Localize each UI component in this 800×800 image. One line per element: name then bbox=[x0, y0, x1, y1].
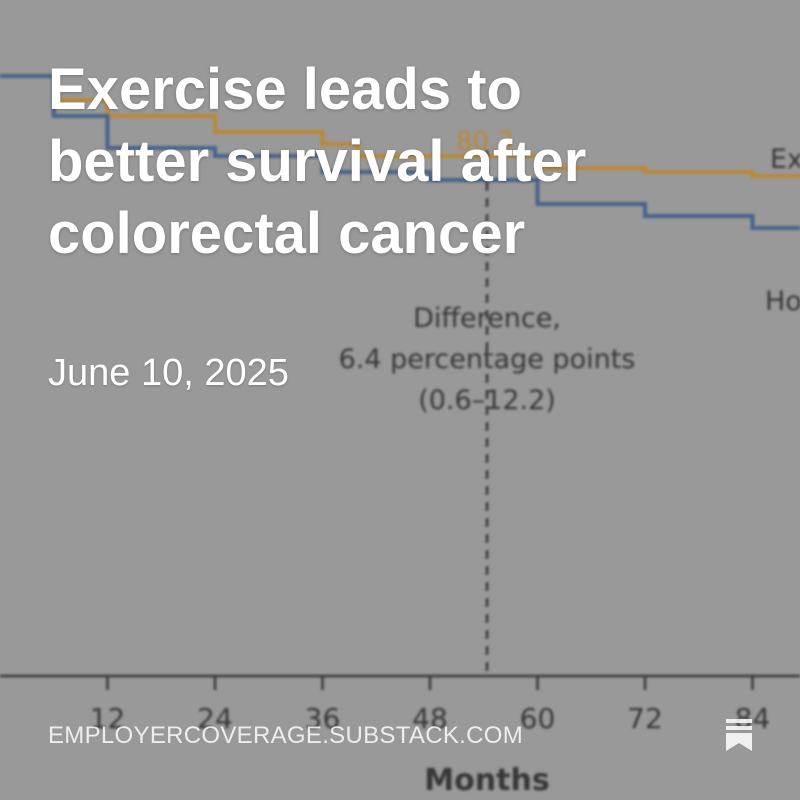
x-tick-label: 60 bbox=[520, 702, 556, 735]
x-tick-label: 72 bbox=[627, 702, 663, 735]
bookmark-icon[interactable] bbox=[724, 718, 754, 752]
post-date: June 10, 2025 bbox=[48, 352, 289, 394]
series-line-health-education bbox=[0, 74, 800, 234]
series-line-exercise bbox=[0, 74, 800, 182]
legend-label-health-ed: Ho bbox=[765, 286, 800, 317]
annotation-line-1: Difference, bbox=[413, 303, 561, 334]
x-tick-label: 48 bbox=[412, 702, 448, 735]
post-title[interactable]: Exercise leads to better survival after … bbox=[48, 57, 587, 266]
annotation-value: 80.3 bbox=[456, 127, 514, 157]
x-tick-label: 36 bbox=[305, 702, 341, 735]
annotation-line-3: (0.6–12.2) bbox=[418, 385, 556, 416]
x-axis-label: Months bbox=[424, 763, 549, 798]
x-tick-label: 24 bbox=[197, 702, 233, 735]
x-tick-label: 12 bbox=[90, 702, 126, 735]
site-url[interactable]: EMPLOYERCOVERAGE.SUBSTACK.COM bbox=[48, 722, 524, 749]
annotation-line-2: 6.4 percentage points bbox=[339, 344, 636, 375]
legend-label-exercise: Ex bbox=[770, 144, 800, 175]
